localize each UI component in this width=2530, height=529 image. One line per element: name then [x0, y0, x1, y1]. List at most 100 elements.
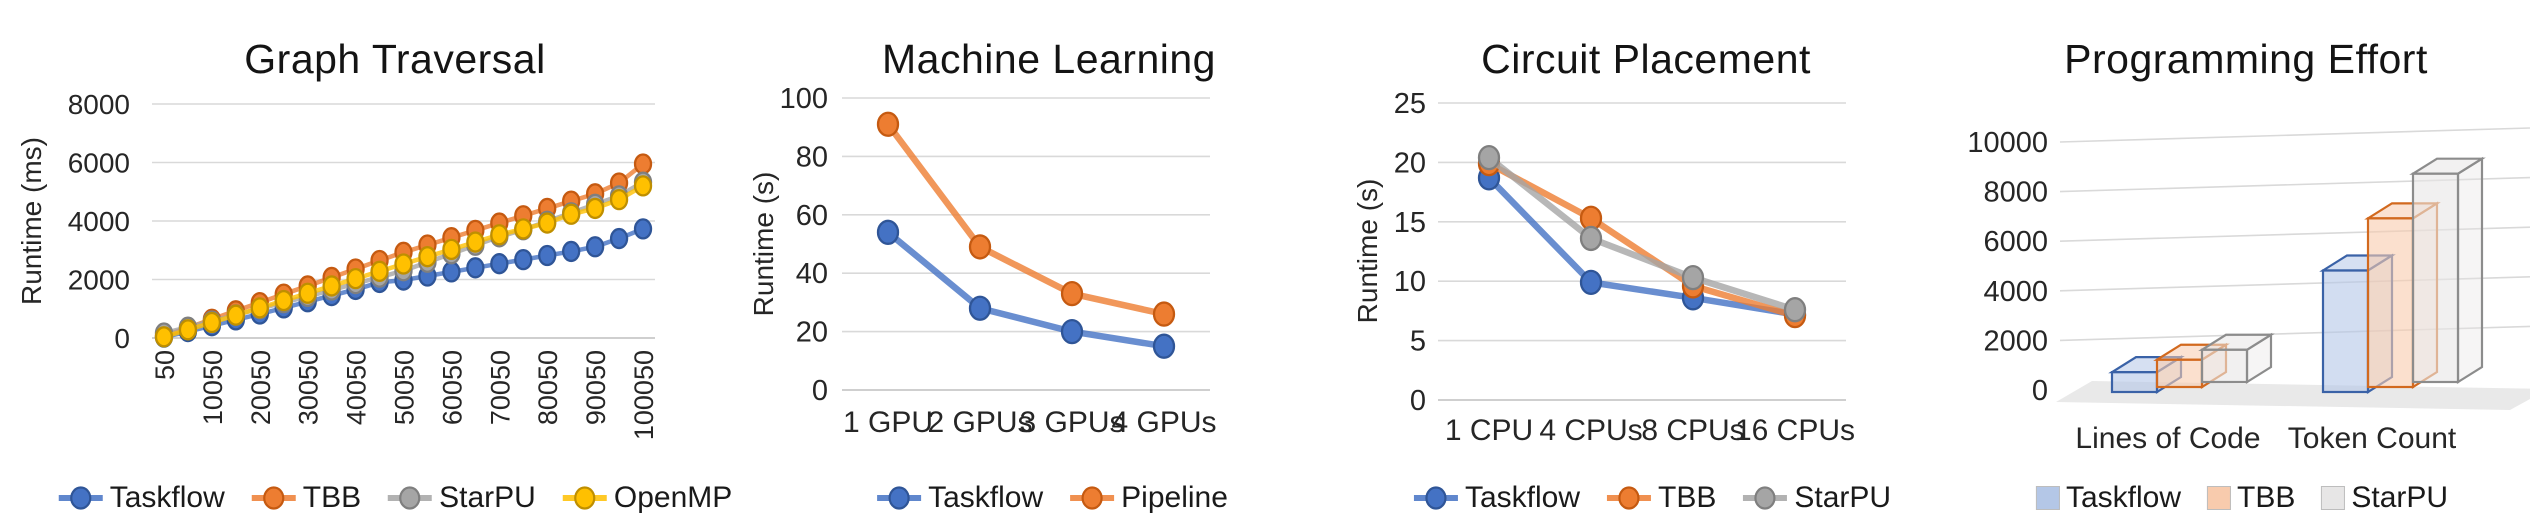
y-tick-label: 10 — [1394, 266, 1426, 298]
legend-item-taskflow: Taskflow — [2035, 481, 2181, 515]
data-point-openmp — [633, 175, 653, 197]
data-point-pipeline — [1060, 280, 1084, 307]
data-point-taskflow — [1579, 269, 1603, 296]
data-point-openmp — [226, 304, 245, 326]
legend-swatch-icon — [2321, 486, 2346, 510]
data-point-taskflow — [490, 253, 509, 275]
chart-title: Machine Learning — [882, 36, 1216, 83]
data-point-taskflow — [585, 236, 605, 258]
y-tick-label: 8000 — [68, 89, 130, 120]
legend-item-openmp: OpenMP — [562, 481, 732, 515]
x-tick-label: 4 CPUs — [1539, 414, 1642, 447]
data-point-starpu — [1783, 297, 1807, 323]
data-point-openmp — [322, 275, 341, 297]
legend: Taskflow TBB StarPU OpenMP — [58, 476, 732, 520]
data-point-taskflow — [442, 261, 461, 283]
y-tick-label: 40 — [796, 258, 828, 290]
plot-area: 0 2000 4000 6000 8000 10000 Lines of Code Token… — [1967, 127, 2530, 455]
chart-panel-programming-effort: Programming Effort 0 2000 4000 6000 8000 1000… — [1910, 0, 2530, 529]
y-tick-label: 0 — [1410, 385, 1426, 417]
legend-label: Taskflow — [2065, 481, 2181, 514]
data-point-pipeline — [1152, 301, 1176, 327]
y-tick-label: 4000 — [68, 206, 130, 237]
y-tick-label: 25 — [1394, 88, 1426, 120]
legend-item-tbb: TBB — [251, 481, 361, 515]
x-tick-label: 1 GPU — [843, 406, 933, 439]
legend: Taskflow TBB StarPU — [1413, 476, 1891, 520]
data-point-openmp — [346, 267, 365, 290]
data-point-pipeline — [876, 111, 900, 137]
legend-swatch-icon — [2206, 486, 2231, 510]
data-point-openmp — [274, 289, 293, 312]
legend-marker-icon — [1070, 486, 1115, 510]
bar3d-starpu — [2409, 156, 2486, 384]
legend-marker-icon — [562, 486, 607, 510]
gridline — [2059, 127, 2530, 143]
data-point-taskflow — [538, 244, 557, 267]
data-point-openmp — [202, 311, 222, 334]
data-point-openmp — [609, 188, 629, 211]
legend-item-taskflow: Taskflow — [1413, 481, 1580, 515]
legend-label: StarPU — [1794, 481, 1892, 514]
legend-item-taskflow: Taskflow — [876, 481, 1043, 515]
y-tick-label: 2000 — [1983, 325, 2048, 357]
x-tick-label: 20050 — [246, 350, 276, 425]
data-point-openmp — [562, 203, 581, 225]
data-point-pipeline — [968, 234, 992, 260]
legend-label: StarPU — [439, 481, 536, 514]
data-point-taskflow — [609, 227, 629, 250]
plot-area: 0 2000 4000 6000 8000 50 10050 20050 30050 40050 5… — [68, 89, 659, 440]
legend: Taskflow Pipeline — [876, 476, 1228, 520]
data-point-taskflow — [466, 257, 485, 279]
x-tick-label: 10050 — [198, 350, 228, 425]
y-tick-label: 8000 — [1983, 177, 2048, 209]
legend: Taskflow TBB StarPU — [2035, 476, 2449, 520]
legend-marker-icon — [58, 486, 103, 510]
legend-marker-icon — [1413, 486, 1458, 510]
chart-panel-circuit-placement: Circuit Placement Runtime (s) 0 5 10 15 20 25… — [1290, 0, 1910, 529]
data-point-openmp — [442, 238, 461, 261]
data-point-starpu — [1477, 144, 1501, 171]
legend-label: Taskflow — [109, 481, 225, 514]
legend-label: TBB — [2236, 481, 2296, 514]
chart-panel-machine-learning: Machine Learning Runtime (s) 0 20 40 60 80 10… — [660, 0, 1290, 529]
data-point-starpu — [1579, 225, 1603, 252]
data-point-openmp — [538, 212, 557, 234]
data-point-starpu — [1681, 264, 1705, 291]
legend-item-taskflow: Taskflow — [58, 481, 225, 515]
data-point-taskflow — [562, 240, 581, 263]
data-point-openmp — [370, 260, 389, 282]
y-tick-label: 5 — [1410, 326, 1426, 358]
legend-label: Pipeline — [1121, 481, 1228, 514]
y-tick-label: 6000 — [1983, 226, 2048, 258]
data-point-openmp — [466, 231, 485, 253]
legend-item-tbb: TBB — [1606, 481, 1716, 515]
legend-marker-icon — [1606, 486, 1651, 510]
y-tick-label: 20 — [1394, 147, 1426, 179]
data-point-taskflow — [968, 295, 992, 321]
legend-label: StarPU — [2351, 481, 2449, 514]
x-tick-label: 16 CPUs — [1735, 414, 1855, 447]
y-tick-label: 0 — [2032, 375, 2048, 407]
chart-title: Circuit Placement — [1481, 36, 1811, 83]
data-point-openmp — [154, 326, 174, 348]
legend-marker-icon — [1743, 486, 1788, 510]
floor-plane — [2056, 381, 2530, 410]
y-tick-label: 4000 — [1983, 276, 2048, 308]
y-tick-label: 80 — [796, 141, 828, 173]
x-tick-label: 50050 — [390, 350, 420, 425]
y-tick-label: 15 — [1394, 207, 1426, 239]
data-point-taskflow — [1060, 318, 1084, 345]
data-point-tbb — [633, 153, 653, 175]
y-tick-label: 60 — [796, 200, 828, 232]
data-point-taskflow — [1152, 333, 1176, 359]
legend-label: TBB — [1657, 481, 1717, 514]
data-point-openmp — [490, 224, 509, 246]
data-point-openmp — [250, 297, 269, 319]
legend-item-starpu: StarPU — [387, 481, 536, 515]
x-tick-label: 90050 — [581, 350, 611, 425]
x-tick-label: 60050 — [437, 350, 467, 425]
